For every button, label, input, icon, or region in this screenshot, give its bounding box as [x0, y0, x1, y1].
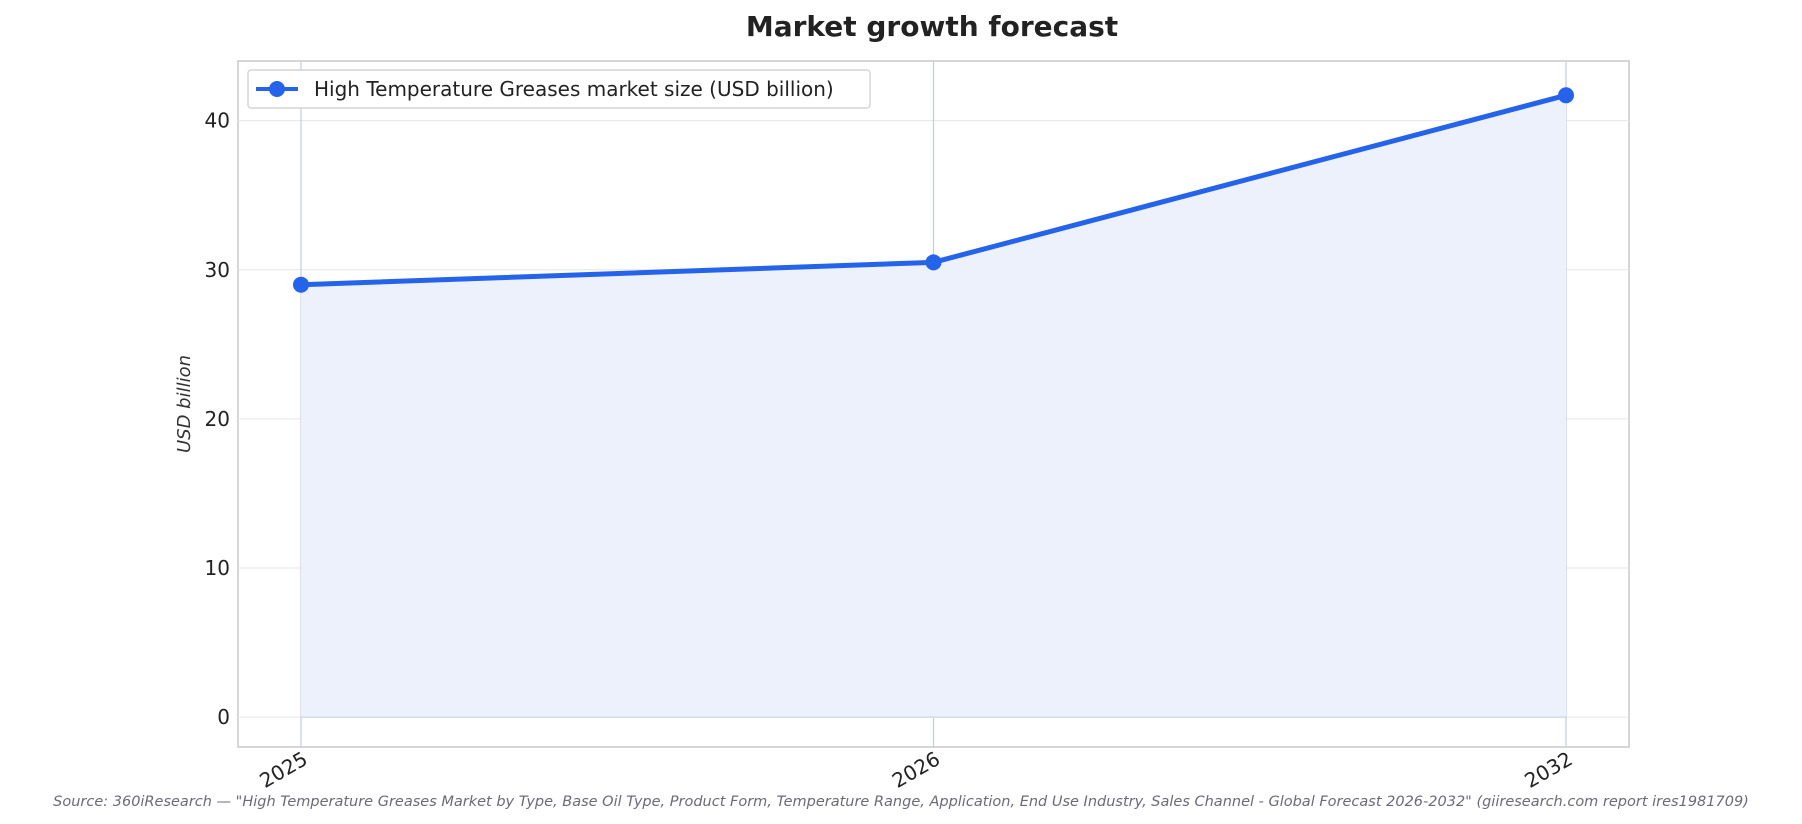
y-tick-label: 20 [205, 407, 230, 431]
x-tick-label: 2026 [888, 747, 944, 793]
x-tick-label: 2032 [1520, 747, 1576, 793]
data-point [293, 276, 309, 293]
y-tick-label: 0 [217, 705, 230, 729]
area-fill [301, 95, 1566, 718]
chart-title: Market growth forecast [746, 10, 1118, 43]
source-note: Source: 360iResearch — "High Temperature… [53, 794, 1749, 810]
series-points [293, 87, 1574, 293]
legend-entry: High Temperature Greases market size (US… [314, 77, 834, 101]
legend-marker [269, 81, 285, 97]
legend: High Temperature Greases market size (US… [247, 69, 871, 109]
area-under-line [301, 95, 1566, 718]
y-tick-label: 40 [205, 109, 230, 133]
x-axis-ticks: 2025 2026 2032 [255, 747, 1576, 793]
y-axis-label: USD billion [174, 355, 195, 453]
y-tick-label: 10 [205, 556, 230, 580]
data-point [1558, 87, 1574, 104]
data-point [925, 254, 942, 271]
y-tick-label: 30 [205, 258, 230, 282]
x-tick-label: 2025 [255, 747, 311, 793]
y-axis-ticks: 0 10 20 30 40 [205, 109, 230, 730]
legend-box [247, 69, 871, 109]
